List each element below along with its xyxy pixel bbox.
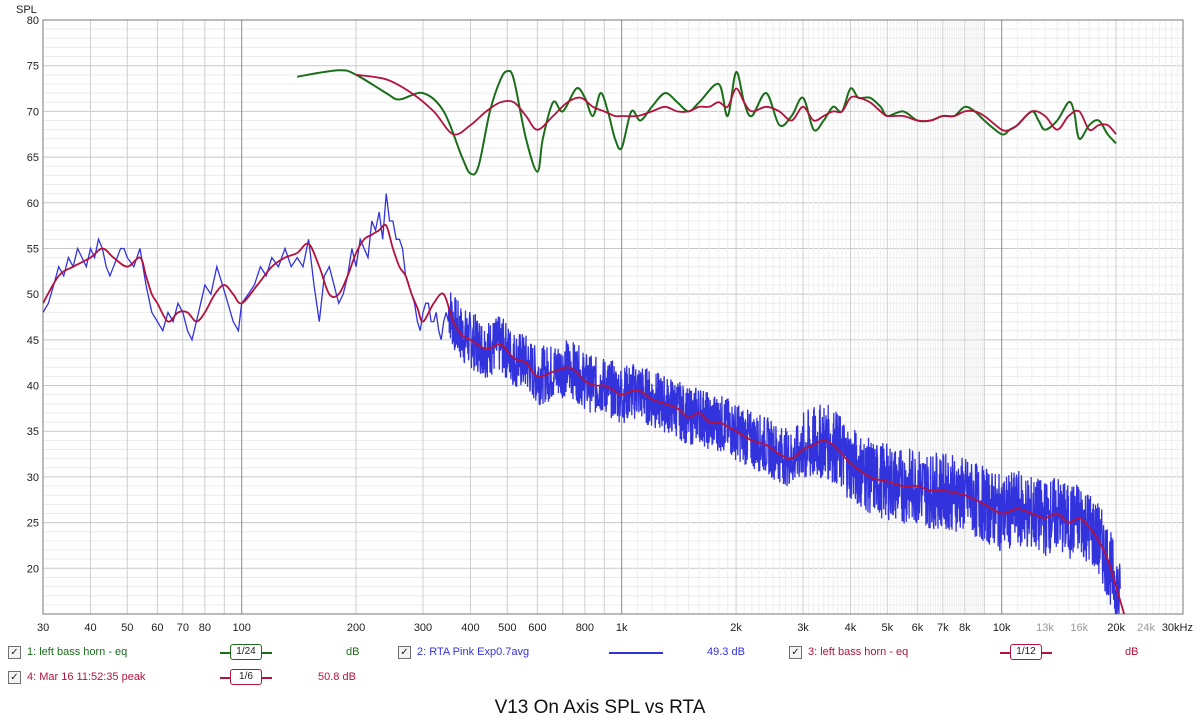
legend-2-line [609, 644, 663, 660]
series-rta-line [43, 193, 1121, 614]
legend-3-checkbox[interactable]: ✓ [789, 645, 802, 659]
plot-frame [42, 19, 1184, 615]
y-tick-label: 60 [27, 198, 39, 210]
x-tick-label: 24k [1137, 622, 1155, 634]
x-tick-label: 60 [151, 622, 163, 634]
x-tick-label: 6k [912, 622, 924, 634]
legend-1-value: dB [346, 646, 360, 658]
legend-1-smoothing-box[interactable]: 1/24 [230, 644, 262, 660]
legend-4-label: 4: Mar 16 11:52:35 peak [27, 671, 146, 683]
legend-3-smoothing-box[interactable]: 1/12 [1010, 644, 1042, 660]
y-tick-label: 30 [27, 472, 39, 484]
x-tick-label: 30 [37, 622, 49, 634]
x-tick-label: 70 [177, 622, 189, 634]
x-tick-label: 80 [199, 622, 211, 634]
x-tick-label: 300 [414, 622, 432, 634]
x-tick-label: 3k [797, 622, 809, 634]
x-tick-label: 16k [1070, 622, 1088, 634]
x-tick-label: 50 [121, 622, 133, 634]
x-tick-label: 5k [881, 622, 893, 634]
y-tick-label: 75 [27, 61, 39, 73]
legend-3-value: dB [1125, 646, 1139, 658]
legend-row-1: ✓ 1: left bass horn - eq 1/24 dB ✓ 2: RT… [0, 642, 1200, 662]
y-tick-label: 35 [27, 426, 39, 438]
legend-2-value: 49.3 dB [707, 646, 745, 658]
y-tick-label: 70 [27, 106, 39, 118]
x-tick-label: 100 [233, 622, 251, 634]
y-tick-label: 40 [27, 381, 39, 393]
x-tick-label: 200 [347, 622, 365, 634]
x-tick-label: 7k [937, 622, 949, 634]
y-tick-label: 80 [27, 15, 39, 27]
y-tick-label: 20 [27, 563, 39, 575]
legend-4-smoothing-box[interactable]: 1/6 [230, 669, 262, 685]
legend-item-3[interactable]: ✓ 3: left bass horn - eq [789, 642, 908, 662]
legend-2-label: 2: RTA Pink Exp0.7avg [417, 646, 530, 658]
legend-4-value: 50.8 dB [318, 671, 356, 683]
legend-2-checkbox[interactable]: ✓ [398, 645, 411, 659]
x-tick-label: 13k [1036, 622, 1054, 634]
legend-3-smoothing[interactable]: 1/12 [1000, 644, 1052, 660]
x-tick-label: 10k [993, 622, 1011, 634]
y-tick-label: 45 [27, 335, 39, 347]
chart-title: V13 On Axis SPL vs RTA [494, 697, 706, 718]
x-tick-label: 4k [845, 622, 857, 634]
legend-3-label: 3: left bass horn - eq [808, 646, 909, 658]
series-peak-line [43, 223, 1125, 614]
legend-1-smoothing[interactable]: 1/24 [220, 644, 272, 660]
series-group [43, 69, 1125, 614]
x-tick-label: 20k [1107, 622, 1125, 634]
x-tick-label: 400 [461, 622, 479, 634]
y-tick-label: 55 [27, 243, 39, 255]
legend-4-smoothing[interactable]: 1/6 [220, 669, 272, 685]
x-tick-label: 500 [498, 622, 516, 634]
legend-item-1[interactable]: ✓ 1: left bass horn - eq [8, 642, 127, 662]
x-tick-label: 1k [616, 622, 628, 634]
x-tick-label: 30kHz [1162, 622, 1193, 634]
legend-4-checkbox[interactable]: ✓ [8, 670, 21, 684]
legend-1-checkbox[interactable]: ✓ [8, 645, 21, 659]
x-tick-label: 600 [528, 622, 546, 634]
x-tick-label: 8k [959, 622, 971, 634]
x-tick-label: 40 [84, 622, 96, 634]
series-spl-12-line [355, 73, 1117, 136]
y-axis-label: SPL [16, 4, 37, 16]
legend-item-2[interactable]: ✓ 2: RTA Pink Exp0.7avg [398, 642, 529, 662]
y-tick-label: 25 [27, 518, 39, 530]
legend-row-2: ✓ 4: Mar 16 11:52:35 peak 1/6 50.8 dB [0, 667, 1200, 687]
x-tick-label: 2k [730, 622, 742, 634]
legend-item-4[interactable]: ✓ 4: Mar 16 11:52:35 peak [8, 667, 145, 687]
plot-area [43, 20, 1183, 614]
legend-1-label: 1: left bass horn - eq [27, 646, 128, 658]
y-tick-label: 50 [27, 289, 39, 301]
x-tick-label: 800 [576, 622, 594, 634]
y-tick-label: 65 [27, 152, 39, 164]
